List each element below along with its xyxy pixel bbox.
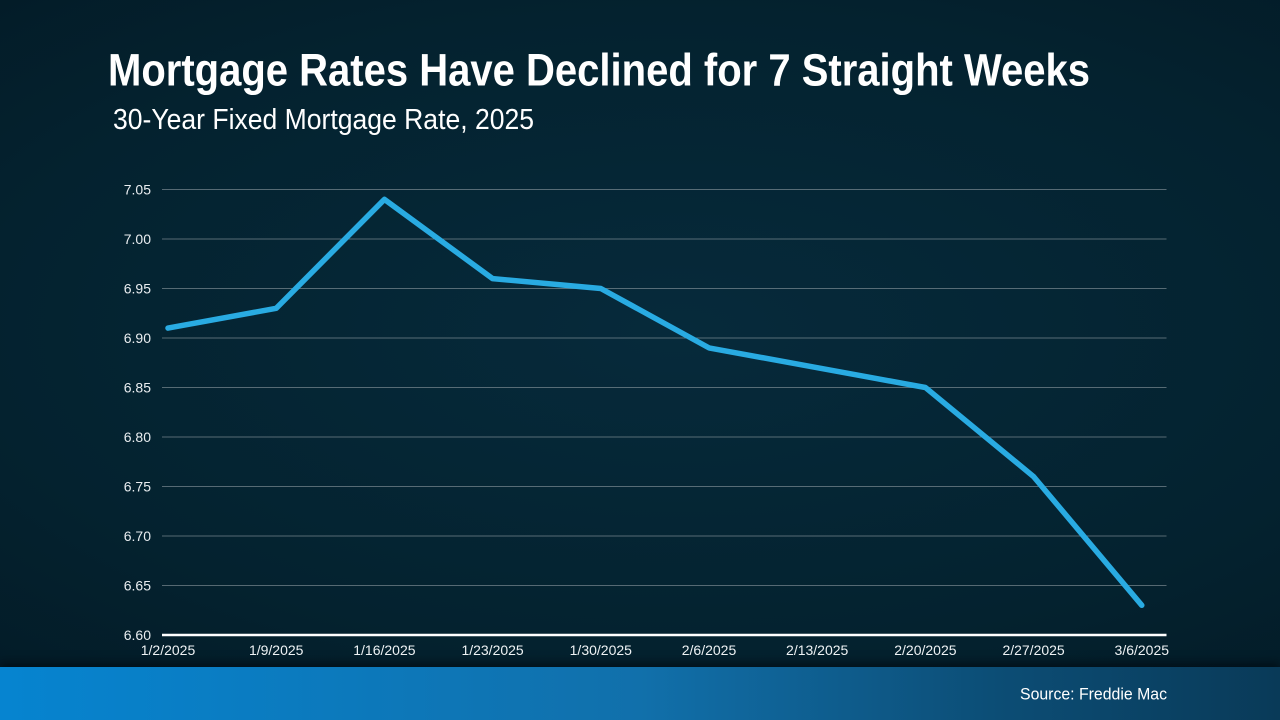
svg-text:6.95: 6.95 [124,280,151,296]
svg-text:1/16/2025: 1/16/2025 [353,642,415,658]
svg-text:2/13/2025: 2/13/2025 [786,642,848,658]
svg-text:Source: Freddie Mac: Source: Freddie Mac [1020,685,1167,704]
svg-text:2/20/2025: 2/20/2025 [894,642,956,658]
svg-text:6.75: 6.75 [124,478,151,494]
svg-text:6.80: 6.80 [124,429,151,445]
svg-text:6.85: 6.85 [124,379,151,395]
svg-text:6.65: 6.65 [124,577,151,593]
svg-text:2/27/2025: 2/27/2025 [1002,642,1064,658]
svg-text:6.90: 6.90 [124,330,151,346]
svg-text:1/2/2025: 1/2/2025 [141,642,196,658]
svg-text:7.00: 7.00 [124,231,151,247]
svg-text:6.70: 6.70 [124,528,151,544]
svg-text:Mortgage Rates Have Declined f: Mortgage Rates Have Declined for 7 Strai… [108,45,1090,96]
svg-text:1/30/2025: 1/30/2025 [570,642,632,658]
svg-text:7.05: 7.05 [124,181,151,197]
svg-text:6.60: 6.60 [124,627,151,643]
svg-text:1/23/2025: 1/23/2025 [461,642,523,658]
svg-text:30-Year Fixed Mortgage Rate, 2: 30-Year Fixed Mortgage Rate, 2025 [113,104,534,136]
svg-text:1/9/2025: 1/9/2025 [249,642,304,658]
svg-text:2/6/2025: 2/6/2025 [682,642,737,658]
svg-text:3/6/2025: 3/6/2025 [1115,642,1170,658]
